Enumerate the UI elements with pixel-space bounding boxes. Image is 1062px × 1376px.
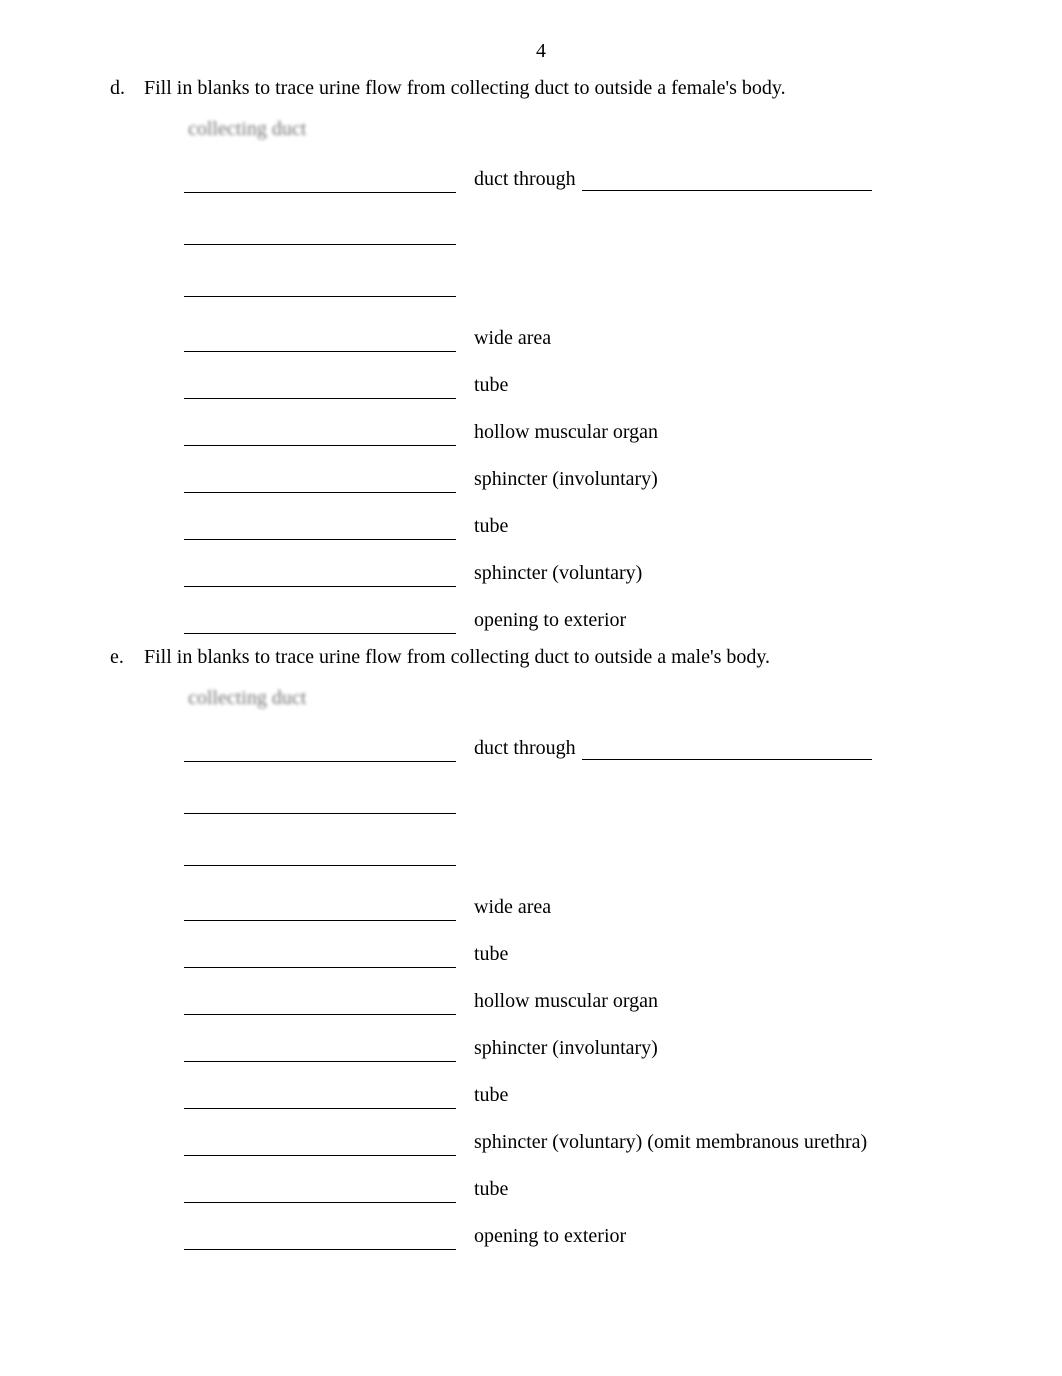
blank-line[interactable] xyxy=(184,1181,456,1203)
first-label-cell: collecting duct xyxy=(184,118,474,142)
table-row: opening to exterior xyxy=(184,1225,972,1250)
blank-line[interactable] xyxy=(582,741,872,760)
blank-line[interactable] xyxy=(184,377,456,399)
right-cell-text: sphincter (involuntary) xyxy=(474,1037,972,1062)
right-cell-text: tube xyxy=(474,515,972,540)
page: 4 d. Fill in blanks to trace urine flow … xyxy=(0,0,1062,1376)
blank-line[interactable] xyxy=(184,330,456,352)
blank-line[interactable] xyxy=(184,1134,456,1156)
table-row: wide area xyxy=(184,327,972,352)
right-cell-text: hollow muscular organ xyxy=(474,421,972,446)
item-prompt-e: Fill in blanks to trace urine flow from … xyxy=(144,646,770,669)
table-row: wide area xyxy=(184,896,972,921)
blur-label: collecting duct xyxy=(184,687,310,711)
blank-line[interactable] xyxy=(184,471,456,493)
table-row: hollow muscular organ xyxy=(184,421,972,446)
right-cell-text: wide area xyxy=(474,327,972,352)
right-cell-text: sphincter (voluntary) xyxy=(474,562,972,587)
right-cell-empty xyxy=(474,243,972,245)
table-row: tube xyxy=(184,1178,972,1203)
table-row: sphincter (voluntary) (omit membranous u… xyxy=(184,1131,972,1156)
blank-line[interactable] xyxy=(184,275,456,297)
table-row: sphincter (involuntary) xyxy=(184,468,972,493)
right-cell-text: opening to exterior xyxy=(474,1225,972,1250)
blank-line[interactable] xyxy=(184,565,456,587)
right-cell-text: hollow muscular organ xyxy=(474,990,972,1015)
blank-line[interactable] xyxy=(184,171,456,193)
right-cell-empty xyxy=(474,864,972,866)
right-cell-text: opening to exterior xyxy=(474,609,972,634)
right-cell-empty xyxy=(474,709,972,711)
table-e: collecting duct duct through wide area t xyxy=(110,687,972,1250)
duct-through-cell: duct through xyxy=(474,168,972,193)
right-cell-text: tube xyxy=(474,374,972,399)
blank-line[interactable] xyxy=(184,844,456,866)
table-row xyxy=(184,792,972,814)
table-d: collecting duct duct through wide area t xyxy=(110,118,972,634)
item-letter-e: e. xyxy=(110,646,144,669)
right-cell-text: tube xyxy=(474,943,972,968)
blank-line[interactable] xyxy=(184,518,456,540)
table-row: tube xyxy=(184,515,972,540)
table-row: hollow muscular organ xyxy=(184,990,972,1015)
blank-line[interactable] xyxy=(184,612,456,634)
blank-line[interactable] xyxy=(184,1040,456,1062)
blank-line[interactable] xyxy=(184,223,456,245)
table-row: tube xyxy=(184,374,972,399)
duct-through-label: duct through xyxy=(474,168,576,191)
right-cell-text: tube xyxy=(474,1084,972,1109)
right-cell-text: wide area xyxy=(474,896,972,921)
blank-line[interactable] xyxy=(184,899,456,921)
right-cell-text: tube xyxy=(474,1178,972,1203)
blank-line[interactable] xyxy=(184,993,456,1015)
table-row: collecting duct xyxy=(184,118,972,142)
table-row xyxy=(184,223,972,245)
blank-line[interactable] xyxy=(184,792,456,814)
right-cell-empty xyxy=(474,812,972,814)
right-cell-text: sphincter (voluntary) (omit membranous u… xyxy=(474,1131,972,1156)
table-row: collecting duct xyxy=(184,687,972,711)
blur-label: collecting duct xyxy=(184,118,310,142)
table-row: duct through xyxy=(184,168,972,193)
right-cell-empty xyxy=(474,295,972,297)
blank-line[interactable] xyxy=(184,740,456,762)
blank-line[interactable] xyxy=(184,424,456,446)
duct-through-cell: duct through xyxy=(474,737,972,762)
blank-line[interactable] xyxy=(184,946,456,968)
blank-line[interactable] xyxy=(582,172,872,191)
right-cell-text: sphincter (involuntary) xyxy=(474,468,972,493)
table-row: sphincter (involuntary) xyxy=(184,1037,972,1062)
table-row: tube xyxy=(184,943,972,968)
duct-through-label: duct through xyxy=(474,737,576,760)
table-row: duct through xyxy=(184,737,972,762)
right-cell-empty xyxy=(474,140,972,142)
table-row: opening to exterior xyxy=(184,609,972,634)
blank-line[interactable] xyxy=(184,1087,456,1109)
item-prompt-d: Fill in blanks to trace urine flow from … xyxy=(144,77,786,100)
page-number: 4 xyxy=(110,40,972,63)
table-row xyxy=(184,844,972,866)
item-e: e. Fill in blanks to trace urine flow fr… xyxy=(110,646,972,669)
table-row: tube xyxy=(184,1084,972,1109)
first-label-cell: collecting duct xyxy=(184,687,474,711)
item-letter-d: d. xyxy=(110,77,144,100)
table-row xyxy=(184,275,972,297)
table-row: sphincter (voluntary) xyxy=(184,562,972,587)
blank-line[interactable] xyxy=(184,1228,456,1250)
item-d: d. Fill in blanks to trace urine flow fr… xyxy=(110,77,972,100)
